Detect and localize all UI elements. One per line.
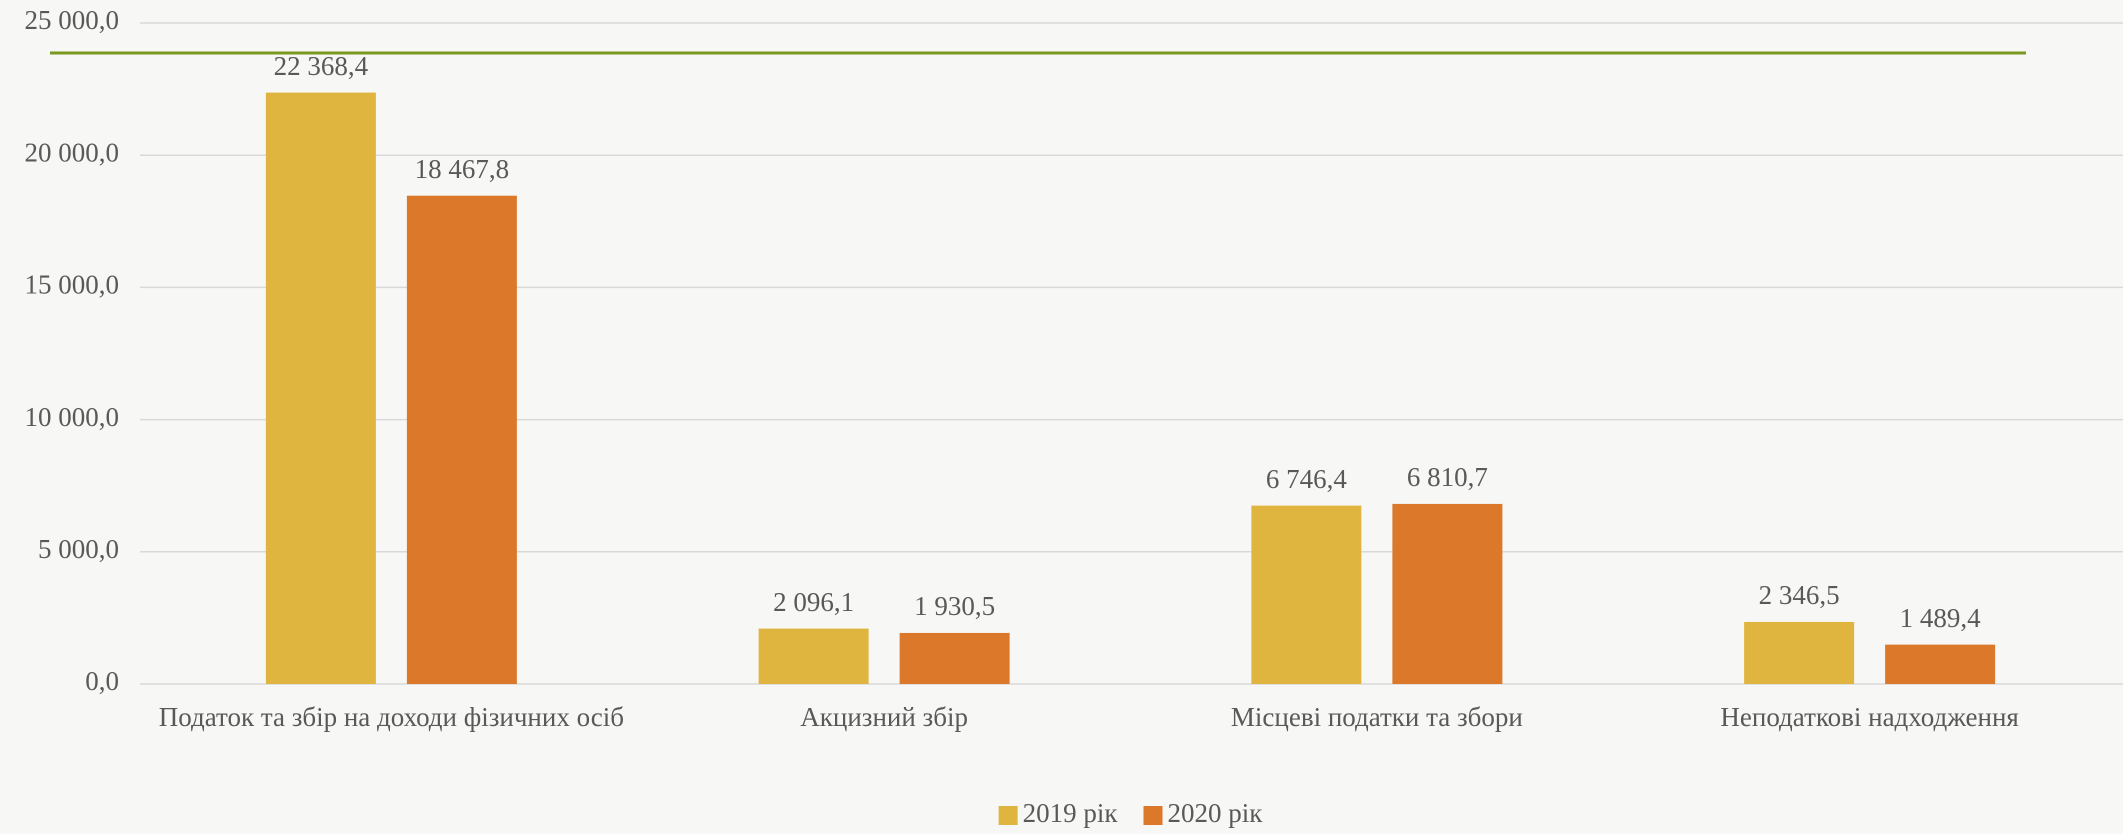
legend-swatch [998,806,1018,825]
bar [899,632,1010,684]
x-tick-line: Місцеві податки та збори [1231,702,1523,732]
legend-label: 2019 рік [1023,798,1119,828]
value-label: 1 930,5 [914,591,995,621]
legend-label: 2020 рік [1168,798,1264,828]
legend: 2019 рік 2020 рік [998,798,1264,828]
x-tick-label: Місцеві податки та збори [1231,702,1523,732]
bar [1251,505,1362,684]
x-tick-line: Неподаткові надходження [1720,702,2018,732]
bar [1392,503,1503,684]
y-tick-label: 0,0 [85,666,119,696]
value-label: 6 746,4 [1266,464,1348,494]
y-tick-label: 15 000,0 [25,270,120,300]
x-tick-label: Акцизний збір [800,702,968,732]
bar [1744,621,1855,684]
value-label: 2 346,5 [1759,580,1840,610]
bar [265,92,376,684]
y-tick-label: 5 000,0 [38,534,119,564]
y-tick-label: 20 000,0 [25,137,120,167]
y-tick-label: 25 000,0 [25,5,120,35]
x-tick-label: Неподаткові надходження [1720,702,2018,732]
value-label: 6 810,7 [1407,462,1488,492]
value-label: 22 368,4 [274,51,369,81]
legend-swatch [1143,806,1163,825]
x-tick-line: Акцизний збір [800,702,968,732]
x-tick-label: Податок та збір на доходи фізичних осіб [159,702,624,732]
bar [1885,644,1996,684]
value-label: 18 467,8 [415,154,510,184]
value-label: 1 489,4 [1900,603,1982,633]
bar [406,195,517,684]
y-tick-label: 10 000,0 [25,402,120,432]
x-tick-line: Податок та збір на доходи фізичних осіб [159,702,624,732]
value-label: 2 096,1 [773,587,854,617]
bar [758,628,869,684]
